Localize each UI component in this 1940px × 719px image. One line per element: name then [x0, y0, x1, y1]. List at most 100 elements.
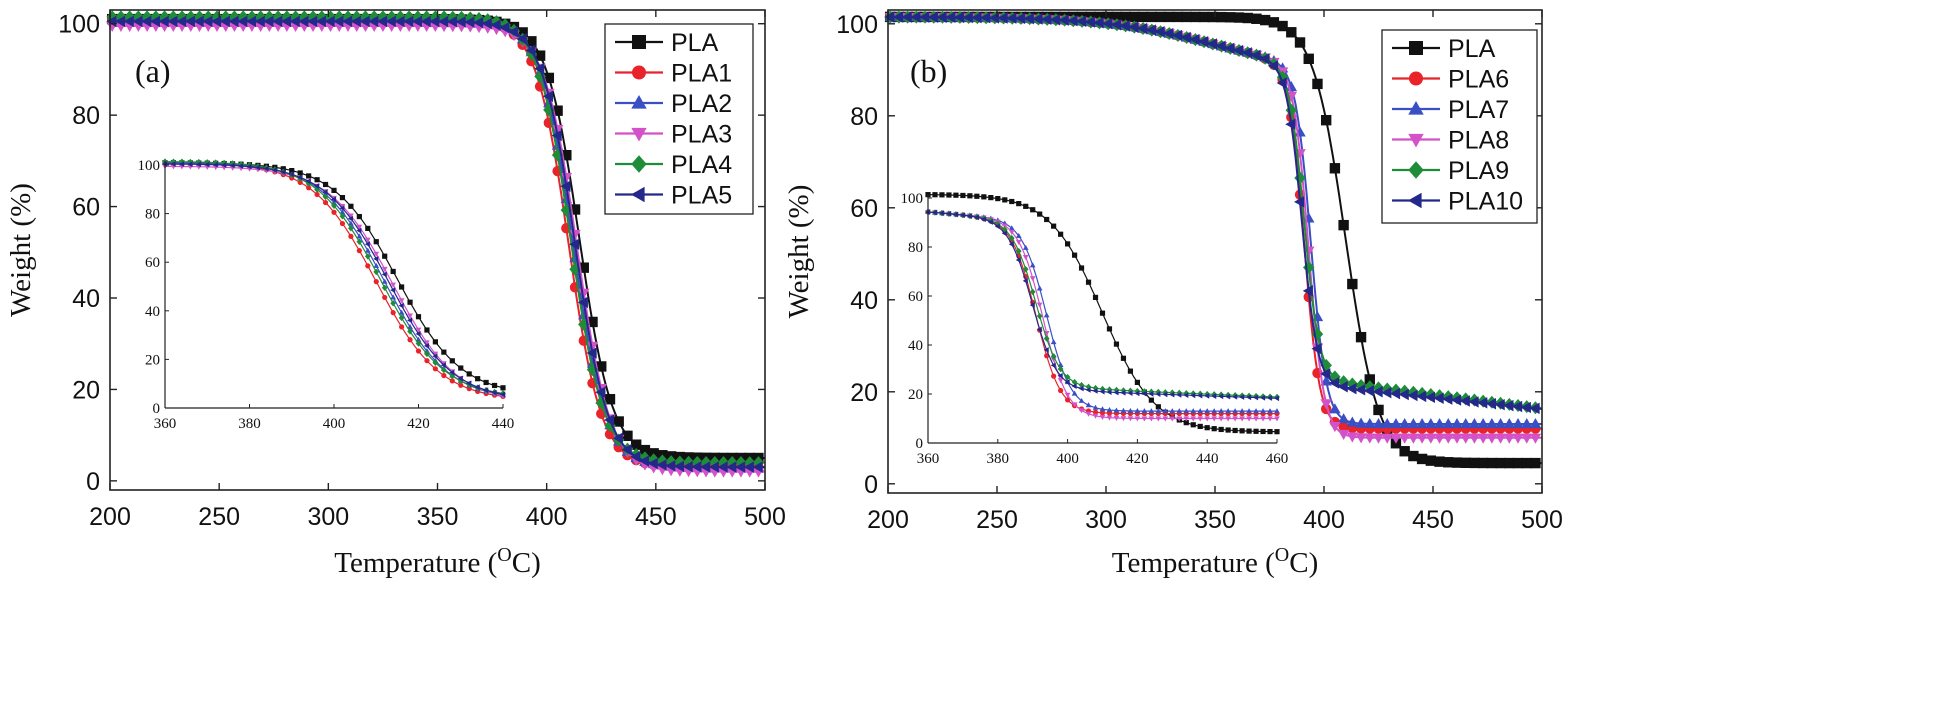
- inset-x-tick-label: 440: [1196, 451, 1219, 467]
- data-point: [525, 44, 536, 57]
- data-point: [1512, 457, 1524, 469]
- inset-data-point: [1134, 379, 1140, 385]
- inset-data-point: [322, 199, 329, 206]
- inset-data-point: [960, 192, 966, 199]
- inset-data-point: [373, 262, 380, 268]
- y-tick-label: 20: [72, 376, 100, 404]
- data-point: [1433, 392, 1444, 404]
- inset-data-point: [204, 161, 210, 168]
- data-point: [1504, 457, 1515, 469]
- data-point: [578, 288, 590, 299]
- inset-data-point: [238, 160, 244, 168]
- inset-data-point: [475, 376, 481, 382]
- data-point: [1346, 432, 1359, 443]
- data-point: [534, 70, 546, 84]
- data-point: [158, 15, 169, 28]
- inset-data-point: [1127, 407, 1134, 414]
- inset-data-point: [1225, 393, 1231, 400]
- legend-item-pla: PLA: [615, 29, 719, 57]
- inset-data-point: [356, 224, 363, 230]
- data-point: [1364, 374, 1375, 385]
- data-point: [1320, 375, 1332, 386]
- x-tick-label: 400: [526, 503, 568, 531]
- inset-x-tick-label: 380: [238, 416, 261, 432]
- data-point: [1503, 418, 1516, 429]
- data-point: [1049, 14, 1061, 26]
- data-point: [1128, 21, 1139, 33]
- inset-data-point: [339, 212, 346, 220]
- legend-item-pla: PLA: [1392, 35, 1496, 63]
- x-tick-label: 250: [198, 503, 240, 531]
- inset-data-point: [1051, 223, 1057, 229]
- data-point: [569, 229, 581, 241]
- inset-data-point: [1023, 203, 1029, 209]
- x-tick-label: 300: [307, 503, 349, 531]
- inset-data-point: [381, 266, 388, 272]
- inset-data-point: [1239, 408, 1245, 414]
- inset-data-point: [1267, 428, 1273, 435]
- inset-data-point: [981, 194, 987, 200]
- inset-data-point: [314, 183, 320, 189]
- data-point: [630, 439, 642, 450]
- inset-data-point: [348, 203, 354, 209]
- inset-data-point: [967, 193, 973, 199]
- inset-data-point: [1085, 411, 1092, 417]
- inset-data-point: [1106, 326, 1113, 332]
- data-point: [272, 10, 284, 24]
- inset-data-point: [449, 358, 455, 364]
- inset-data-point: [432, 359, 439, 366]
- inset-data-point: [1239, 416, 1245, 422]
- inset-data-point: [178, 161, 184, 167]
- inset-data-point: [1218, 426, 1224, 433]
- data-point: [1442, 418, 1454, 429]
- data-point: [1425, 433, 1437, 444]
- inset-data-point: [1197, 408, 1204, 414]
- data-point: [534, 50, 546, 61]
- legend-label: PLA3: [671, 121, 732, 149]
- data-point: [1190, 11, 1201, 23]
- inset-data-point: [1078, 265, 1085, 271]
- inset-data-point: [1029, 262, 1036, 268]
- inset-data-point: [390, 287, 396, 293]
- inset-data-point: [322, 193, 329, 201]
- inset-plot: 360 380 400 420 440 460 0 20 40 60 80 100: [901, 191, 1289, 467]
- inset-data-point: [1197, 416, 1204, 422]
- data-point: [1171, 29, 1183, 42]
- data-point: [1198, 11, 1210, 23]
- inset-x-tick-label: 360: [154, 416, 177, 432]
- data-point: [219, 15, 230, 28]
- y-tick-label: 0: [864, 471, 878, 499]
- data-point: [1320, 114, 1332, 126]
- inset-data-point: [466, 371, 472, 377]
- inset-data-point: [398, 302, 404, 309]
- inset-data-point: [1065, 397, 1071, 403]
- data-point: [1381, 386, 1392, 399]
- data-point: [254, 10, 267, 24]
- panel-b: 200 250 300 350 400 450 500020406080100Tempera…: [783, 9, 1563, 579]
- inset-data-point: [398, 314, 405, 322]
- data-point: [1416, 418, 1428, 429]
- data-point: [167, 15, 178, 28]
- inset-data-point: [1190, 422, 1196, 428]
- data-point: [1521, 457, 1532, 469]
- data-point: [665, 460, 676, 472]
- inset-data-point: [339, 205, 345, 212]
- data-point: [1451, 433, 1463, 444]
- legend-item-pla1: PLA1: [615, 60, 732, 88]
- data-point: [1294, 37, 1306, 48]
- data-point: [1373, 404, 1384, 416]
- data-point: [1398, 433, 1411, 444]
- inset-data-point: [1008, 229, 1015, 235]
- inset-data-point: [466, 386, 472, 392]
- data-point: [1250, 49, 1261, 62]
- inset-data-point: [1008, 241, 1014, 248]
- data-point: [971, 11, 982, 24]
- data-point: [1337, 429, 1350, 440]
- data-point: [1389, 387, 1401, 400]
- data-point: [1181, 11, 1192, 23]
- inset-data-point: [1029, 288, 1036, 296]
- data-point: [945, 11, 956, 24]
- inset-data-point: [407, 299, 413, 305]
- inset-data-point: [1106, 389, 1112, 395]
- data-point: [901, 11, 912, 23]
